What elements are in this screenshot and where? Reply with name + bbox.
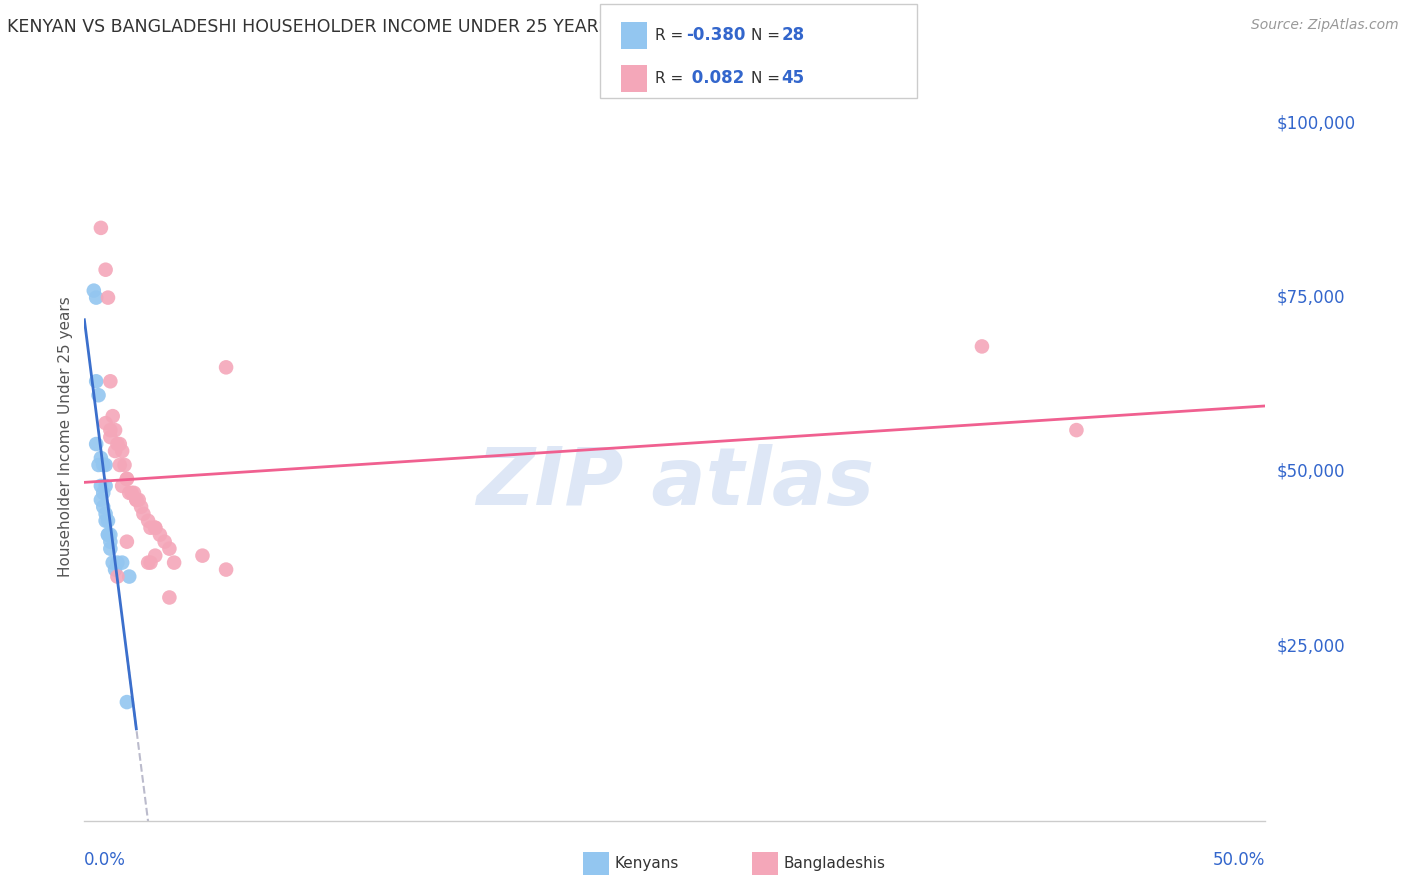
Point (108, 437, 131, 451)
Point (97, 527, 120, 541)
Point (118, 569, 141, 583)
Point (91, 500, 114, 514)
Point (143, 521, 166, 535)
Text: $25,000: $25,000 (1277, 637, 1346, 656)
Point (111, 479, 134, 493)
Point (84, 437, 107, 451)
Point (91, 458, 114, 472)
Point (90, 220, 112, 235)
Point (94, 507, 117, 521)
Text: N =: N = (751, 70, 785, 86)
Text: -0.380: -0.380 (686, 27, 745, 45)
Point (163, 556, 186, 570)
Point (125, 492, 148, 507)
Point (115, 534, 138, 549)
Point (94, 479, 117, 493)
Point (132, 507, 155, 521)
Text: 0.0%: 0.0% (84, 851, 127, 869)
Point (94, 458, 117, 472)
Text: ZIP atlas: ZIP atlas (475, 444, 875, 522)
Point (143, 549, 166, 563)
Point (215, 360, 238, 375)
Text: $100,000: $100,000 (1277, 114, 1355, 132)
Point (115, 695, 138, 709)
Point (83, 284, 105, 298)
Point (111, 556, 134, 570)
Point (98, 534, 121, 549)
Point (128, 492, 150, 507)
Point (107, 437, 129, 451)
Point (970, 339, 993, 353)
Point (136, 556, 159, 570)
Point (98, 423, 121, 437)
Text: R =: R = (655, 70, 689, 86)
Point (191, 549, 214, 563)
Point (98, 541, 121, 556)
Point (215, 563, 238, 577)
Point (143, 521, 166, 535)
Point (98, 374, 121, 388)
Point (94, 416, 117, 430)
Point (1066, 423, 1088, 437)
Point (98, 430, 121, 444)
Text: 50.0%: 50.0% (1213, 851, 1265, 869)
Point (84, 374, 107, 388)
Point (104, 563, 127, 577)
Point (87, 388, 110, 402)
Point (90, 479, 112, 493)
Point (90, 492, 112, 507)
Point (90, 450, 112, 465)
Text: KENYAN VS BANGLADESHI HOUSEHOLDER INCOME UNDER 25 YEARS CORRELATION CHART: KENYAN VS BANGLADESHI HOUSEHOLDER INCOME… (7, 18, 804, 36)
Text: N =: N = (751, 28, 785, 43)
Point (98, 527, 121, 541)
Point (157, 591, 180, 605)
Point (111, 444, 134, 458)
Point (87, 458, 110, 472)
Point (139, 556, 162, 570)
Text: 0.082: 0.082 (686, 70, 744, 87)
Point (94, 262, 117, 277)
Point (107, 569, 129, 583)
Y-axis label: Householder Income Under 25 years: Householder Income Under 25 years (58, 297, 73, 577)
Point (101, 556, 124, 570)
Point (149, 527, 172, 541)
Point (91, 486, 114, 500)
Point (108, 458, 131, 472)
Text: Kenyans: Kenyans (614, 856, 679, 871)
Point (107, 556, 129, 570)
Point (153, 534, 176, 549)
Text: $75,000: $75,000 (1277, 289, 1346, 307)
Point (115, 472, 138, 486)
Text: Bangladeshis: Bangladeshis (783, 856, 886, 871)
Point (97, 514, 120, 528)
Text: $50,000: $50,000 (1277, 463, 1346, 481)
Point (136, 514, 159, 528)
Point (139, 521, 162, 535)
Text: 28: 28 (782, 27, 804, 45)
Point (84, 291, 107, 305)
Point (104, 444, 127, 458)
Point (125, 492, 148, 507)
Point (101, 409, 124, 424)
Text: R =: R = (655, 28, 689, 43)
Point (121, 486, 143, 500)
Point (97, 291, 120, 305)
Text: Source: ZipAtlas.com: Source: ZipAtlas.com (1251, 18, 1399, 32)
Point (129, 500, 152, 514)
Point (118, 486, 141, 500)
Point (94, 514, 117, 528)
Point (122, 486, 145, 500)
Text: 45: 45 (782, 70, 804, 87)
Point (115, 472, 138, 486)
Point (114, 458, 136, 472)
Point (97, 527, 120, 541)
Point (104, 423, 127, 437)
Point (157, 541, 180, 556)
